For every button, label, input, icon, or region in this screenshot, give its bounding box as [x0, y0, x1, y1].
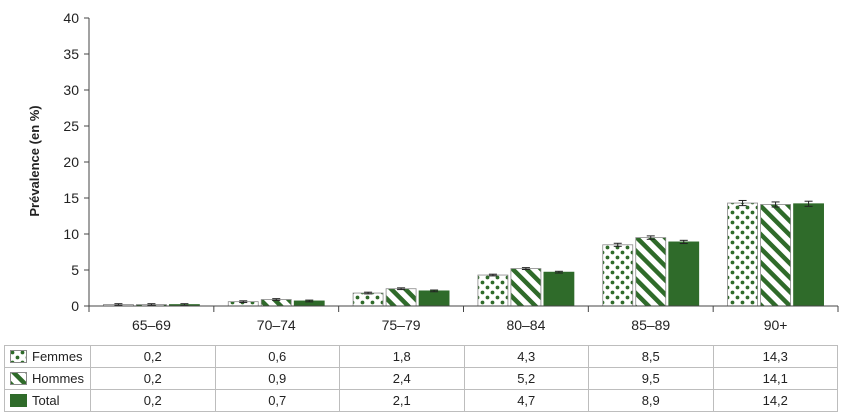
bar-total — [668, 241, 700, 307]
table-cell-value: 8,9 — [588, 389, 714, 412]
table-cell-value: 2,4 — [339, 367, 465, 390]
y-tick-label: 0 — [71, 298, 79, 314]
table-row-hommes: Hommes 0,2 0,9 2,4 5,2 9,5 14,1 — [4, 367, 838, 390]
table-cell-value: 4,3 — [463, 345, 589, 368]
data-table: Femmes 0,2 0,6 1,8 4,3 8,5 14,3 Hommes 0,2 0,9 2,4… — [4, 345, 838, 412]
table-cell-value: 14,3 — [712, 345, 838, 368]
table-cell-value: 0,2 — [90, 367, 216, 390]
table-cell-value: 4,7 — [463, 389, 589, 412]
bar-hommes — [635, 237, 667, 307]
y-tick-label: 25 — [63, 118, 79, 134]
chart: Prévalence (en %) 0 5 10 15 20 25 30 35 40 65–69 7… — [27, 10, 839, 333]
legend-swatch-hommes — [10, 372, 27, 385]
bar-femmes — [477, 274, 509, 307]
legend-label: Femmes — [32, 349, 83, 364]
y-axis-label: Prévalence (en %) — [27, 105, 42, 216]
table-cell-value: 0,2 — [90, 389, 216, 412]
y-tick-label: 35 — [63, 46, 79, 62]
bar-femmes — [727, 202, 758, 307]
legend-label: Hommes — [32, 371, 85, 386]
legend-label: Total — [32, 393, 60, 408]
bar-femmes — [602, 244, 634, 307]
table-cell-value: 8,5 — [588, 345, 714, 368]
x-tick-label: 75–79 — [382, 317, 421, 333]
y-tick-label: 40 — [63, 10, 79, 26]
legend-entry: Femmes — [4, 345, 91, 368]
table-cell-value: 5,2 — [463, 367, 589, 390]
legend-entry: Hommes — [4, 367, 91, 390]
y-tick-label: 30 — [63, 82, 79, 98]
bar-total — [543, 271, 575, 307]
bar-hommes — [760, 204, 791, 307]
table-cell-value: 0,2 — [90, 345, 216, 368]
table-cell-value: 14,1 — [712, 367, 838, 390]
y-tick-label: 20 — [63, 154, 79, 170]
table-cell-value: 0,7 — [214, 389, 340, 412]
table-row-total: Total 0,2 0,7 2,1 4,7 8,9 14,2 — [4, 389, 838, 412]
table-cell-value: 0,6 — [214, 345, 340, 368]
bar-total — [418, 290, 450, 307]
y-tick-label: 5 — [71, 262, 79, 278]
x-tick-label: 85–89 — [631, 317, 670, 333]
bar-hommes — [510, 268, 542, 307]
x-tick-label: 80–84 — [506, 317, 545, 333]
table-cell-value: 9,5 — [588, 367, 714, 390]
y-tick-label: 15 — [63, 190, 79, 206]
table-cell-value: 14,2 — [712, 389, 838, 412]
legend-swatch-total — [10, 394, 27, 407]
table-cell-value: 2,1 — [339, 389, 465, 412]
table-row-femmes: Femmes 0,2 0,6 1,8 4,3 8,5 14,3 — [4, 345, 838, 368]
x-tick-label: 90+ — [764, 317, 788, 333]
legend-swatch-femmes — [10, 350, 27, 363]
table-cell-value: 0,9 — [214, 367, 340, 390]
y-tick-label: 10 — [63, 226, 79, 242]
x-tick-label: 65–69 — [132, 317, 171, 333]
bar-femmes — [352, 292, 384, 307]
bar-total — [793, 203, 824, 307]
legend-entry: Total — [4, 389, 91, 412]
table-cell-value: 1,8 — [339, 345, 465, 368]
x-tick-label: 70–74 — [257, 317, 296, 333]
bar-hommes — [385, 288, 417, 307]
